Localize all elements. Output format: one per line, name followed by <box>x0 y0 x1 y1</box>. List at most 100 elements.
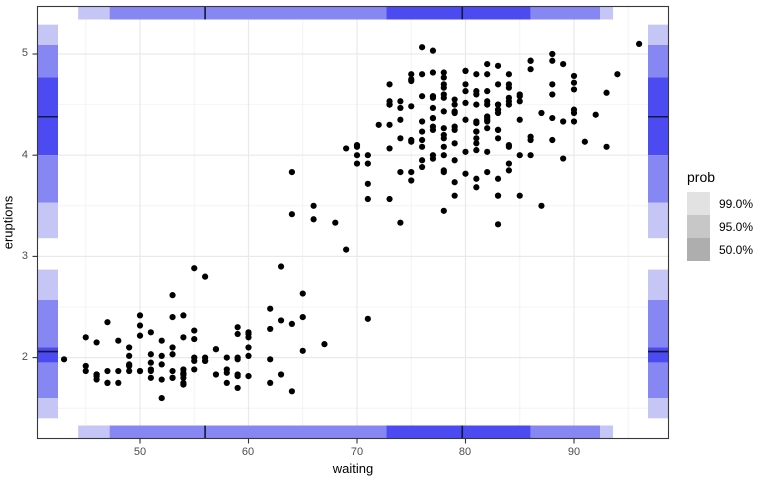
data-point <box>570 118 578 125</box>
data-point <box>386 195 393 203</box>
data-point <box>440 69 447 76</box>
data-point <box>462 81 469 88</box>
legend-key-label: 99.0% <box>719 196 754 211</box>
y-tick-label: 2 <box>21 351 28 363</box>
data-point <box>494 126 502 133</box>
data-point <box>473 184 480 191</box>
y-axis-title: eruptions <box>0 195 16 250</box>
data-point <box>386 101 393 108</box>
data-point <box>223 354 230 361</box>
data-point <box>429 69 437 76</box>
data-point <box>429 47 437 54</box>
data-point <box>549 136 556 144</box>
data-point <box>560 155 567 162</box>
data-point <box>60 356 68 363</box>
data-point <box>527 152 534 159</box>
data-point <box>288 388 295 395</box>
data-point <box>494 81 502 88</box>
data-point <box>505 71 512 78</box>
legend-key-label: 95.0% <box>719 219 754 234</box>
data-point <box>104 379 111 386</box>
data-point <box>527 66 534 73</box>
data-point <box>527 133 534 140</box>
legend-entry: 50.0% <box>687 238 767 261</box>
legend-entry: 99.0% <box>687 192 767 215</box>
marginal-interval-right <box>648 202 668 239</box>
data-point <box>93 373 100 380</box>
y-tick-label: 4 <box>21 149 28 161</box>
data-point <box>570 72 578 80</box>
x-tick-label: 60 <box>241 446 255 458</box>
data-point <box>169 314 176 321</box>
data-point <box>115 337 122 344</box>
data-point <box>288 320 295 328</box>
data-point <box>473 91 480 98</box>
data-point <box>419 157 426 164</box>
data-point <box>126 352 133 359</box>
data-point <box>147 366 154 373</box>
data-point <box>321 341 328 348</box>
data-point <box>353 152 361 159</box>
marginal-interval-top <box>109 7 387 20</box>
data-point <box>169 292 176 299</box>
data-point <box>440 135 447 142</box>
data-point <box>277 263 285 270</box>
data-point <box>462 88 469 95</box>
data-point <box>277 317 285 324</box>
data-point <box>440 108 447 115</box>
data-point <box>484 98 491 105</box>
data-point <box>115 379 122 386</box>
data-point <box>223 379 230 386</box>
data-point <box>484 88 491 95</box>
data-point <box>212 346 220 353</box>
data-point <box>169 374 176 381</box>
data-point <box>386 81 393 88</box>
legend-key-label: 50.0% <box>719 242 754 257</box>
data-point <box>494 135 502 142</box>
data-point <box>288 169 295 176</box>
data-point <box>147 351 154 358</box>
data-point <box>82 362 89 370</box>
data-point <box>169 344 176 351</box>
data-point <box>505 98 512 105</box>
data-point <box>570 86 578 93</box>
data-point <box>180 369 187 376</box>
data-point <box>310 216 317 223</box>
data-point <box>408 76 415 83</box>
data-point <box>202 354 209 361</box>
data-point <box>223 369 230 376</box>
x-tick-label: 50 <box>133 446 147 458</box>
data-point <box>484 125 491 132</box>
data-point <box>126 367 133 375</box>
data-point <box>408 103 415 110</box>
data-point <box>147 329 154 336</box>
data-point <box>538 109 545 117</box>
data-point <box>473 128 480 135</box>
data-point <box>136 312 144 319</box>
data-point <box>549 81 556 88</box>
data-point <box>408 71 415 78</box>
data-point <box>570 79 578 86</box>
data-point <box>451 96 458 103</box>
x-axis-title: waiting <box>332 461 374 476</box>
legend-key-swatch <box>687 215 710 238</box>
legend-entry: 95.0% <box>687 215 767 238</box>
data-point <box>397 169 404 176</box>
marginal-interval-bottom <box>78 425 110 438</box>
data-point <box>419 128 426 135</box>
marginal-interval-right <box>648 398 668 419</box>
data-point <box>343 246 350 253</box>
data-point <box>451 179 458 186</box>
data-point <box>429 93 437 100</box>
data-point <box>202 273 209 280</box>
data-point <box>104 319 111 326</box>
data-point <box>516 93 523 100</box>
data-point <box>473 175 480 182</box>
legend-title: prob <box>687 169 716 185</box>
marginal-interval-right <box>648 269 668 300</box>
data-point <box>440 74 447 81</box>
data-point <box>429 155 437 162</box>
data-point <box>451 109 458 117</box>
data-point <box>538 202 545 209</box>
